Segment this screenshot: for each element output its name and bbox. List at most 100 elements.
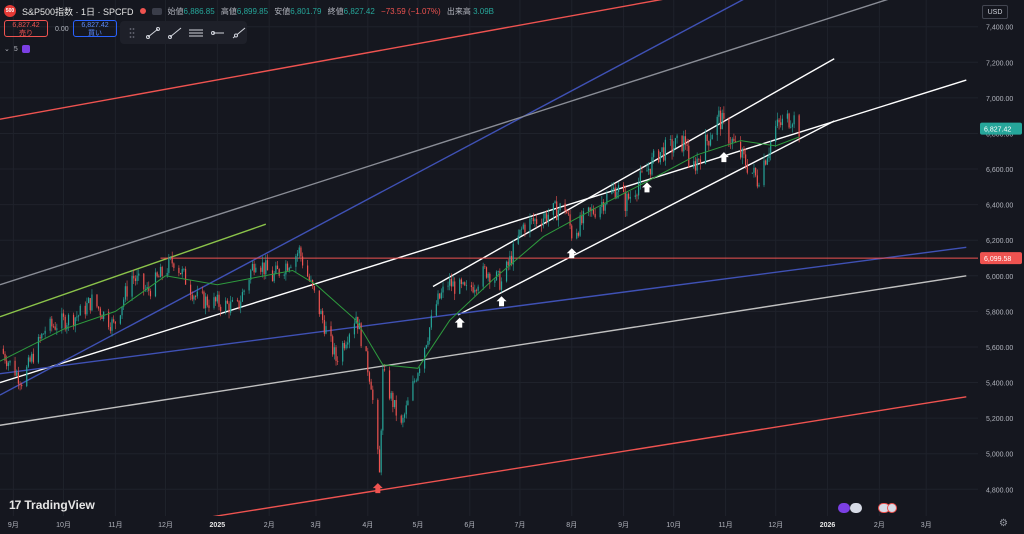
candle-body (524, 224, 526, 233)
tradingview-logo[interactable]: 17 TradingView (9, 498, 95, 512)
ray-icon[interactable] (167, 26, 182, 40)
candle-body (786, 113, 789, 119)
x-tick-label: 9月 (618, 521, 629, 529)
candle-body (345, 344, 347, 349)
candle-body (776, 119, 778, 127)
candle-body (775, 126, 777, 142)
candle-body (485, 267, 488, 278)
candle-body (66, 325, 68, 330)
candle-body (101, 315, 103, 319)
candle-body (740, 141, 742, 158)
candle-body (505, 261, 508, 282)
candle-body (193, 296, 195, 300)
candle-body (554, 201, 556, 204)
candle-body (470, 285, 473, 288)
candle-body (91, 294, 93, 311)
buy-button[interactable]: 6,827.42 買い (73, 20, 117, 37)
event-flag-icon-3[interactable] (887, 503, 897, 513)
horizontal-ray-icon[interactable] (210, 26, 225, 40)
candle-body (699, 159, 702, 164)
candle-body (577, 232, 580, 236)
candle-body (79, 305, 81, 316)
candle-body (793, 115, 795, 125)
candle-body (99, 308, 101, 316)
candle-body (531, 218, 533, 219)
trend-line-icon[interactable] (145, 26, 161, 40)
extended-line-icon[interactable] (232, 26, 247, 40)
candle-body (636, 195, 638, 197)
candle-body (579, 215, 581, 236)
event-flag-icon[interactable] (850, 503, 862, 513)
candle-body (52, 326, 55, 328)
candle-body (522, 224, 524, 229)
candle-body (646, 170, 648, 172)
candle-body (251, 263, 254, 271)
symbol-title[interactable]: S&P500指数 · 1日 · SPCFD (22, 6, 134, 17)
symbol-logo[interactable]: 500 (4, 5, 16, 17)
indicator-toggle[interactable]: ⌄ 5 (4, 45, 30, 53)
candle-body (388, 370, 391, 399)
x-tick-label: 4月 (362, 521, 373, 529)
high-value: 6,899.85 (236, 6, 269, 16)
buy-label: 買い (88, 30, 102, 37)
x-tick-label: 12月 (158, 521, 173, 529)
candle-body (205, 296, 207, 309)
candle-body (449, 278, 451, 286)
candle-body (641, 171, 643, 173)
y-axis-labels: 4,800.00 5,000.00 5,200.00 5,400.00 5,600.00… (986, 25, 1013, 495)
event-lightning-icon[interactable] (838, 503, 850, 513)
candle-body (226, 300, 228, 304)
y-tick-label: 7,400.00 (986, 25, 1013, 32)
candle-body (169, 257, 172, 259)
candle-body (450, 278, 452, 287)
candle-body (88, 298, 90, 304)
drawing-lines[interactable] (0, 0, 978, 530)
candle-body (230, 301, 232, 313)
y-tick-label: 7,200.00 (986, 60, 1013, 67)
candle-body (427, 340, 429, 346)
candle-body (611, 188, 613, 194)
market-status-icon[interactable] (139, 8, 146, 14)
sell-button[interactable]: 6,827.42 売り (4, 20, 48, 37)
settings-icon[interactable]: ⚙ (999, 518, 1008, 529)
candle-body (98, 306, 100, 309)
candle-body (16, 372, 18, 376)
candle-body (124, 286, 126, 300)
candle-body (435, 304, 437, 316)
candle-body (721, 112, 723, 130)
parallel-channel-icon[interactable] (188, 26, 204, 40)
drawing-toolbar (120, 21, 247, 44)
candle-body (552, 203, 554, 215)
candle-body (459, 279, 461, 294)
candle-body (347, 342, 349, 345)
candle-body (330, 326, 332, 337)
level-price-label-bg (980, 252, 1022, 265)
candle-body (323, 320, 325, 334)
indicator-settings-icon[interactable] (21, 45, 30, 53)
arrow-markers[interactable] (372, 152, 729, 494)
y-tick-label: 6,200.00 (986, 238, 1013, 245)
candle-body (425, 345, 427, 349)
drag-handle-icon[interactable] (124, 26, 139, 40)
candle-body (248, 279, 250, 291)
candle-body (638, 183, 640, 196)
time-axis[interactable] (0, 516, 1024, 534)
flag-icon[interactable] (151, 7, 162, 15)
candle-body (37, 337, 40, 363)
close-value: 6,827.42 (343, 6, 375, 16)
trend-line (432, 58, 835, 288)
candle-body (56, 328, 58, 330)
candle-body (407, 400, 409, 406)
candle-body (780, 122, 782, 126)
currency-selector[interactable]: USD (982, 5, 1008, 19)
candle-body (26, 366, 28, 387)
moving-average-line (0, 136, 800, 369)
candle-body (704, 134, 707, 164)
candle-body (616, 191, 618, 199)
candle-body (283, 274, 285, 276)
candle-body (218, 294, 220, 307)
candle-body (275, 265, 277, 274)
y-tick-label: 6,400.00 (986, 203, 1013, 210)
chevron-down-icon[interactable]: ⌄ (4, 46, 10, 53)
